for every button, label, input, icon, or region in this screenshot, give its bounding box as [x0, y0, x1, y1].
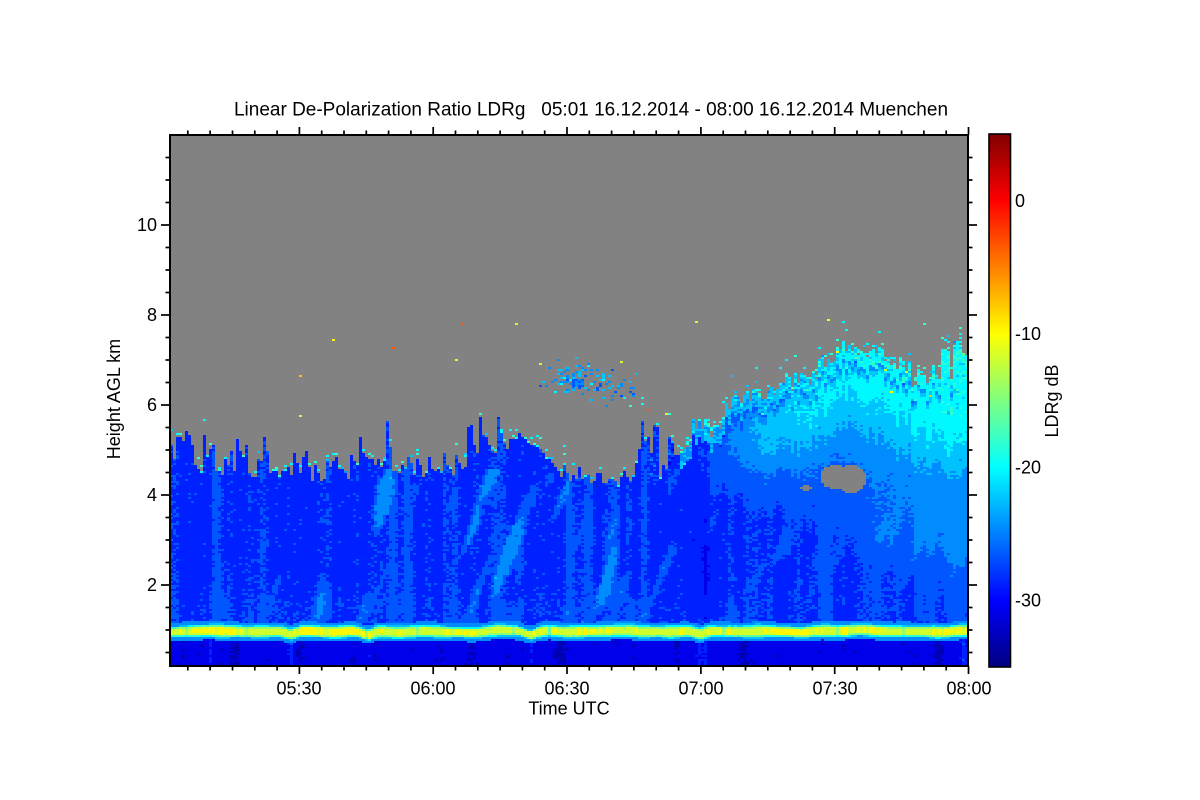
svg-text:LDRg dB: LDRg dB	[1042, 364, 1062, 437]
svg-text:-30: -30	[1015, 591, 1041, 611]
svg-text:2: 2	[147, 575, 157, 595]
svg-text:6: 6	[147, 395, 157, 415]
svg-text:07:30: 07:30	[812, 679, 857, 699]
svg-text:4: 4	[147, 485, 157, 505]
svg-text:06:30: 06:30	[544, 679, 589, 699]
svg-text:8: 8	[147, 305, 157, 325]
svg-text:-20: -20	[1015, 457, 1041, 477]
svg-text:06:00: 06:00	[410, 679, 455, 699]
svg-text:08:00: 08:00	[946, 679, 991, 699]
svg-text:05:30: 05:30	[276, 679, 321, 699]
svg-text:-10: -10	[1015, 324, 1041, 344]
svg-text:07:00: 07:00	[678, 679, 723, 699]
svg-text:10: 10	[137, 215, 157, 235]
svg-text:Time UTC: Time UTC	[528, 699, 609, 719]
svg-text:0: 0	[1015, 191, 1025, 211]
svg-text:Linear De-Polarization Ratio L: Linear De-Polarization Ratio LDRg 05:01 …	[234, 100, 948, 121]
svg-text:Height AGL km: Height AGL km	[104, 339, 124, 459]
